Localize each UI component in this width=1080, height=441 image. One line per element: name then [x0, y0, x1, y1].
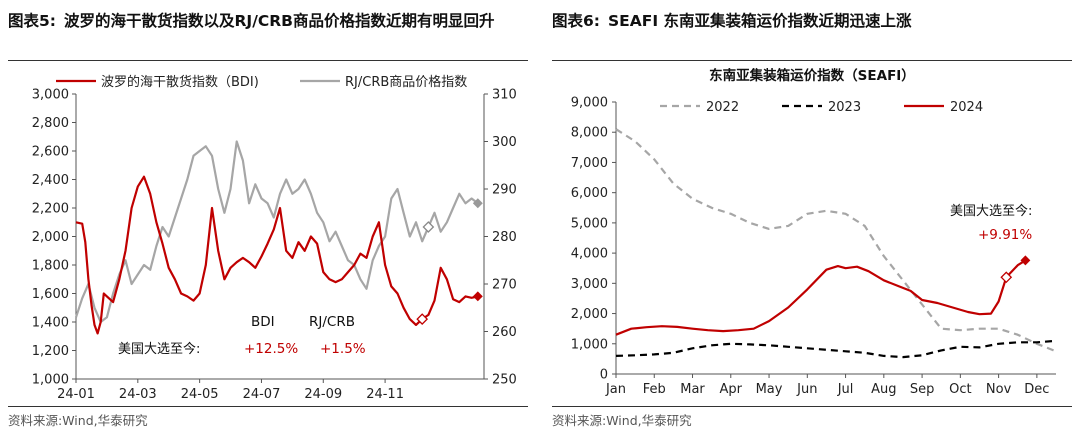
left-y-tick-label: 1,000: [32, 373, 69, 388]
x-tick-label: Apr: [720, 382, 743, 397]
right-y-tick-label: 250: [492, 373, 517, 388]
x-tick-label: 24-11: [366, 387, 404, 402]
y-tick-label: 8,000: [571, 126, 608, 141]
figure-6-top-rule: [552, 60, 1072, 61]
left-y-tick-label: 2,200: [32, 202, 69, 217]
figure-5-bottom-rule: [8, 406, 528, 407]
left-y-tick-label: 1,400: [32, 316, 69, 331]
annotation-label: 美国大选至今:: [118, 341, 200, 357]
seafi-chart: 东南亚集装箱运价指数（SEAFI） 0 1,000 2,000 3,000 4,000 5,…: [571, 67, 1057, 397]
x-tick-label: Sep: [910, 382, 935, 397]
bdi-crb-chart: 1,000 1,200 1,400 1,600 1,800 2,000 2,200 2,400…: [32, 74, 517, 402]
y-tick-label: 1,000: [571, 337, 608, 352]
left-y-tick-label: 2,000: [32, 230, 69, 245]
annotation-crb-value: +1.5%: [320, 341, 366, 357]
figure-5-top-rule: [8, 60, 528, 61]
figure-5-title-text: 波罗的海干散货指数以及RJ/CRB商品价格指数近期有明显回升: [63, 12, 495, 30]
bdi-series-line: [75, 175, 479, 335]
legend-bdi-label: 波罗的海干散货指数（BDI): [101, 74, 259, 90]
annotation-bdi-value: +12.5%: [244, 341, 298, 357]
x-tick-label: Dec: [1024, 382, 1049, 397]
y-tick-label: 2,000: [571, 307, 608, 322]
legend-2024-label: 2024: [950, 100, 983, 115]
figure-6-bottom-rule: [552, 406, 1072, 407]
y-tick-label: 6,000: [571, 186, 608, 201]
right-y-tick-label: 260: [492, 325, 517, 340]
y-tick-label: 3,000: [571, 277, 608, 292]
figure-5-number: 图表5:: [8, 12, 56, 30]
y-tick-label: 5,000: [571, 216, 608, 231]
right-y-tick-label: 270: [492, 278, 517, 293]
x-tick-label: 24-03: [119, 387, 157, 402]
series-2023-line: [615, 339, 1057, 359]
legend-2023-label: 2023: [828, 100, 861, 115]
x-tick-label: Aug: [871, 382, 896, 397]
right-y-tick-label: 280: [492, 230, 517, 245]
bdi-election-marker: [416, 313, 429, 326]
annotation-header-bdi: BDI: [251, 314, 275, 330]
x-tick-label: Mar: [680, 382, 705, 397]
left-y-tick-label: 1,600: [32, 287, 69, 302]
figure-6-panel: 图表6: SEAFI 东南亚集装箱运价指数近期迅速上涨 东南亚集装箱运价指数（SE…: [552, 0, 1072, 441]
annotation-value: +9.91%: [978, 227, 1032, 243]
left-y-tick-label: 2,800: [32, 116, 69, 131]
x-tick-label: Jan: [605, 382, 626, 397]
y-tick-label: 0: [600, 368, 608, 383]
series-2024-line: [615, 259, 1026, 336]
figure-6-title-text: SEAFI 东南亚集装箱运价指数近期迅速上涨: [607, 12, 912, 30]
figure-6-source: 资料来源:Wind,华泰研究: [552, 413, 692, 428]
y-tick-label: 4,000: [571, 247, 608, 262]
annotation-label: 美国大选至今:: [950, 203, 1032, 219]
x-tick-label: 24-05: [181, 387, 219, 402]
annotation-header-crb: RJ/CRB: [309, 314, 355, 330]
crb-latest-marker: [472, 198, 483, 209]
x-tick-label: 24-07: [243, 387, 281, 402]
x-tick-label: Jul: [837, 382, 854, 397]
y-tick-label: 9,000: [571, 96, 608, 111]
left-y-tick-label: 2,600: [32, 145, 69, 160]
crb-series-line: [74, 140, 479, 324]
left-y-tick-label: 3,000: [32, 88, 69, 103]
y-tick-label: 7,000: [571, 156, 608, 171]
x-tick-label: Nov: [986, 382, 1012, 397]
right-y-tick-label: 290: [492, 183, 517, 198]
x-tick-label: Oct: [949, 382, 971, 397]
legend-crb-label: RJ/CRB商品价格指数: [345, 74, 467, 90]
legend-2022-label: 2022: [706, 100, 739, 115]
right-y-tick-label: 300: [492, 135, 517, 150]
left-y-tick-label: 1,200: [32, 344, 69, 359]
figure-5-title: 图表5: 波罗的海干散货指数以及RJ/CRB商品价格指数近期有明显回升: [8, 8, 528, 34]
seafi-election-marker: [1000, 271, 1013, 284]
x-tick-label: May: [756, 382, 783, 397]
figure-5-source: 资料来源:Wind,华泰研究: [8, 413, 148, 428]
x-tick-label: 24-01: [57, 387, 95, 402]
left-y-tick-label: 2,400: [32, 173, 69, 188]
figure-5-panel: 图表5: 波罗的海干散货指数以及RJ/CRB商品价格指数近期有明显回升 1,000…: [8, 0, 528, 441]
left-y-tick-label: 1,800: [32, 259, 69, 274]
series-2022-line: [615, 128, 1057, 353]
crb-election-marker: [422, 221, 435, 233]
x-tick-label: Jun: [796, 382, 817, 397]
bdi-latest-marker: [472, 291, 483, 302]
right-y-tick-label: 310: [492, 88, 517, 103]
figure-6-number: 图表6:: [552, 12, 600, 30]
figure-6-title: 图表6: SEAFI 东南亚集装箱运价指数近期迅速上涨: [552, 8, 1072, 34]
x-tick-label: Feb: [643, 382, 666, 397]
x-tick-label: 24-09: [304, 387, 342, 402]
chart-title: 东南亚集装箱运价指数（SEAFI）: [709, 67, 915, 84]
